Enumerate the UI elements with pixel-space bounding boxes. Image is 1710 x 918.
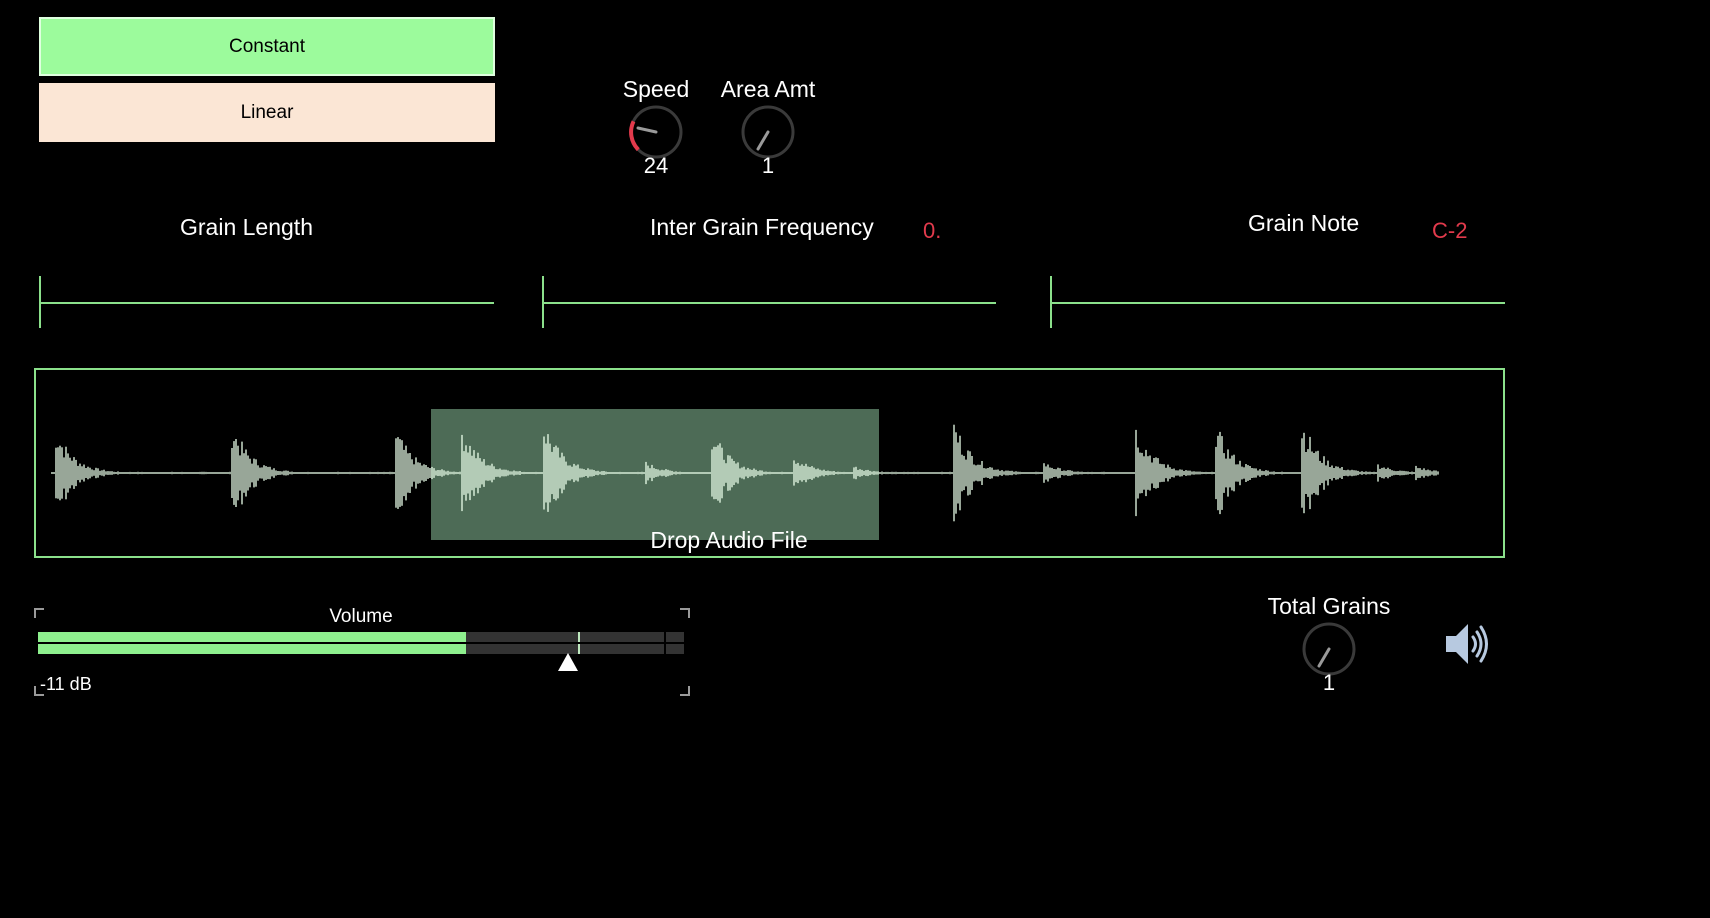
- volume-meter-left-mark: [578, 632, 580, 642]
- volume-label: Volume: [329, 606, 393, 627]
- waveform-display[interactable]: Drop Audio File: [34, 368, 1505, 558]
- inter-grain-frequency-slider-track: [542, 302, 996, 304]
- inter-grain-frequency-slider-handle[interactable]: [542, 276, 544, 328]
- drop-audio-label: Drop Audio File: [650, 527, 808, 553]
- inter-grain-frequency-value[interactable]: 0.: [923, 218, 942, 243]
- constant-button[interactable]: Constant: [39, 17, 495, 76]
- grain-length-slider[interactable]: [39, 276, 494, 328]
- linear-button[interactable]: Linear: [39, 83, 495, 142]
- grain-note-slider[interactable]: [1050, 276, 1505, 328]
- volume-meter-left-fill: [38, 632, 466, 642]
- speed-dial[interactable]: [626, 103, 686, 159]
- volume-slider-handle[interactable]: [557, 652, 579, 672]
- grain-note-value[interactable]: C-2: [1432, 218, 1468, 243]
- grain-note-slider-handle[interactable]: [1050, 276, 1052, 328]
- area-amt-dial[interactable]: [738, 103, 798, 159]
- grain-length-label: Grain Length: [180, 214, 313, 240]
- grain-length-slider-track: [39, 302, 494, 304]
- speaker-icon[interactable]: [1444, 621, 1494, 667]
- waveform-graph: [51, 409, 1439, 540]
- volume-corner-tl: [34, 608, 44, 618]
- volume-meter-right-fill: [38, 644, 466, 654]
- speed-value: 24: [643, 153, 669, 178]
- inter-grain-frequency-label: Inter Grain Frequency: [650, 214, 874, 240]
- waveform-trace: [51, 424, 1439, 522]
- volume-corner-br: [680, 686, 690, 696]
- total-grains-dial[interactable]: [1299, 620, 1359, 676]
- volume-meter-right-mark: [578, 644, 580, 654]
- volume-meter-right-sep: [664, 644, 666, 654]
- area-amt-label: Area Amt: [720, 76, 816, 102]
- grain-length-slider-handle[interactable]: [39, 276, 41, 328]
- speed-label: Speed: [622, 76, 690, 102]
- volume-meter-left: [38, 632, 684, 642]
- area-amt-value: 1: [761, 153, 775, 178]
- volume-corner-bl: [34, 686, 44, 696]
- total-grains-value: 1: [1322, 670, 1336, 695]
- volume-meter-right: [38, 644, 684, 654]
- volume-corner-tr: [680, 608, 690, 618]
- volume-meter-left-sep: [664, 632, 666, 642]
- grain-note-label: Grain Note: [1248, 210, 1360, 236]
- volume-db-readout: -11 dB: [40, 674, 92, 694]
- grain-note-slider-track: [1050, 302, 1505, 304]
- inter-grain-frequency-slider[interactable]: [542, 276, 996, 328]
- total-grains-label: Total Grains: [1267, 593, 1391, 619]
